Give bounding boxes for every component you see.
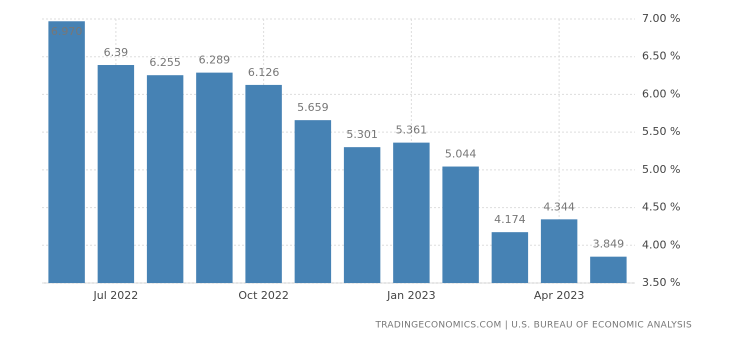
bar [442, 166, 479, 283]
y-tick-label: 6.50 % [642, 50, 680, 63]
y-tick-label: 3.50 % [642, 276, 680, 289]
source: TRADINGECONOMICS.COM | U.S. BUREAU OF EC… [374, 321, 692, 331]
y-tick-label: 4.00 % [642, 238, 680, 251]
value-label: 5.044 [445, 148, 477, 161]
y-tick-label: 4.50 % [642, 201, 680, 214]
bar [294, 120, 332, 283]
value-label: 4.174 [494, 213, 526, 226]
y-tick-label: 5.50 % [642, 125, 680, 138]
bar [48, 21, 85, 284]
value-label: 3.849 [593, 238, 625, 251]
value-label: 6.289 [199, 54, 231, 67]
y-tick-label: 7.00 % [642, 12, 680, 25]
x-tick-label: Jul 2022 [92, 289, 138, 302]
value-label: 5.361 [396, 124, 428, 137]
bar [491, 232, 529, 283]
bar [196, 72, 233, 283]
y-tick-label: 5.00 % [642, 163, 680, 176]
x-tick-label: Apr 2023 [534, 289, 585, 302]
value-label: 4.344 [543, 200, 575, 213]
value-label: 5.659 [297, 101, 329, 114]
value-label: 6.970 [51, 25, 83, 38]
value-label: 5.301 [346, 128, 378, 141]
value-label: 6.255 [149, 56, 181, 69]
y-tick-label: 6.00 % [642, 87, 680, 100]
value-label: 6.126 [248, 66, 280, 79]
bar [540, 219, 578, 283]
bar [590, 256, 627, 283]
bar [245, 84, 282, 284]
bar [393, 142, 430, 283]
bar [343, 147, 381, 283]
value-label: 6.39 [104, 46, 129, 59]
bar [146, 75, 184, 284]
x-tick-label: Oct 2022 [238, 289, 289, 302]
bar [97, 65, 135, 283]
x-tick-label: Jan 2023 [386, 289, 435, 302]
